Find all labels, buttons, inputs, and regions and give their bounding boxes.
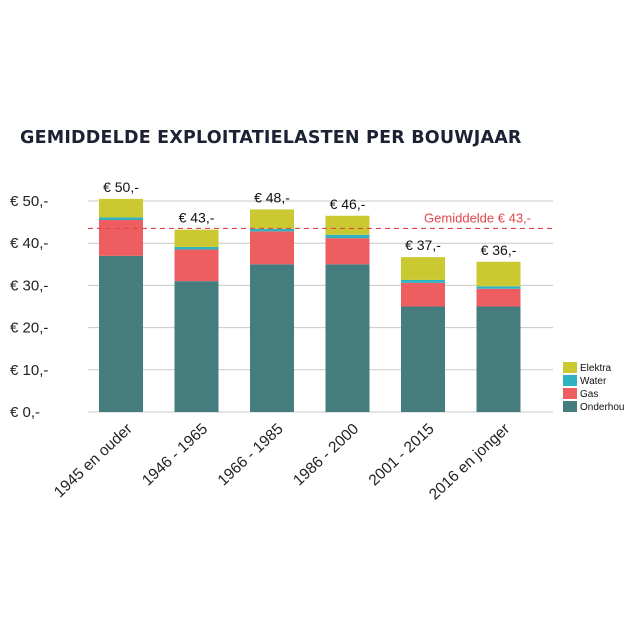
y-tick-label: € 30,- <box>10 277 48 294</box>
bar-segment-onderhoud <box>250 264 294 412</box>
bar-segment-gas <box>325 238 370 265</box>
total-label: € 48,- <box>254 189 290 205</box>
legend-label: Gas <box>580 389 598 400</box>
legend-swatch <box>563 362 577 373</box>
legend-swatch <box>563 401 577 412</box>
x-category-label: 1966 - 1985 <box>215 420 287 489</box>
bar-segment-onderhoud <box>325 264 370 412</box>
bar-segment-elektra <box>476 261 521 287</box>
bar-segment-elektra <box>325 215 370 235</box>
bar-segment-onderhoud <box>476 306 521 412</box>
legend: Elektra Water Gas Onderhou <box>563 362 624 413</box>
bar-segment-onderhoud <box>401 306 445 412</box>
total-label: € 46,- <box>330 196 366 212</box>
bar-segment-water <box>401 279 445 283</box>
bar-segment-water <box>99 217 143 220</box>
y-tick-label: € 20,- <box>10 320 48 337</box>
x-category-label: 1986 - 2000 <box>290 420 362 489</box>
total-labels: € 50,- € 43,- € 48,- € 46,- € 37,- € 36,- <box>103 179 517 258</box>
bar-segment-elektra <box>174 229 219 247</box>
x-category-label: 1946 - 1965 <box>139 420 211 489</box>
x-category-label: 2001 - 2015 <box>366 420 438 489</box>
total-label: € 36,- <box>481 242 517 258</box>
legend-label: Elektra <box>580 363 612 374</box>
bar-segment-gas <box>401 282 445 307</box>
bar-segment-water <box>174 246 219 250</box>
bar-segment-onderhoud <box>99 255 143 412</box>
y-axis-ticks: € 0,- € 10,- € 20,- € 30,- € 40,- € 50,- <box>10 193 48 421</box>
bar-segment-water <box>325 234 370 239</box>
y-tick-label: € 50,- <box>10 193 48 210</box>
x-category-label: 2016 en jonger <box>426 420 513 503</box>
total-label: € 37,- <box>405 237 441 253</box>
bar-segment-water <box>476 286 521 289</box>
grid-lines <box>88 200 553 413</box>
bar-segment-gas <box>174 249 219 282</box>
bar-segment-gas <box>476 288 521 307</box>
legend-swatch <box>563 375 577 386</box>
chart-title: GEMIDDELDE EXPLOITATIELASTEN PER BOUWJAA… <box>20 128 522 148</box>
total-label: € 50,- <box>103 179 139 195</box>
bar-segment-gas <box>99 219 143 256</box>
average-label: Gemiddelde € 43,- <box>424 210 531 225</box>
bar-segment-water <box>250 228 294 232</box>
bars <box>99 198 521 412</box>
legend-label: Water <box>580 376 607 387</box>
bar-segment-onderhoud <box>174 281 219 412</box>
legend-label: Onderhou <box>580 402 624 413</box>
y-tick-label: € 40,- <box>10 235 48 252</box>
x-axis-categories: 1945 en ouder 1946 - 1965 1966 - 1985 1986 … <box>51 420 513 503</box>
total-label: € 43,- <box>179 210 215 226</box>
bar-segment-elektra <box>250 209 294 229</box>
y-tick-label: € 0,- <box>10 404 40 421</box>
average-line: Gemiddelde € 43,- <box>88 210 553 230</box>
legend-swatch <box>563 388 577 399</box>
bar-segment-elektra <box>99 198 143 218</box>
x-category-label: 1945 en ouder <box>51 420 136 501</box>
bar-segment-gas <box>250 231 294 265</box>
bar-segment-elektra <box>401 257 445 280</box>
y-tick-label: € 10,- <box>10 362 48 379</box>
